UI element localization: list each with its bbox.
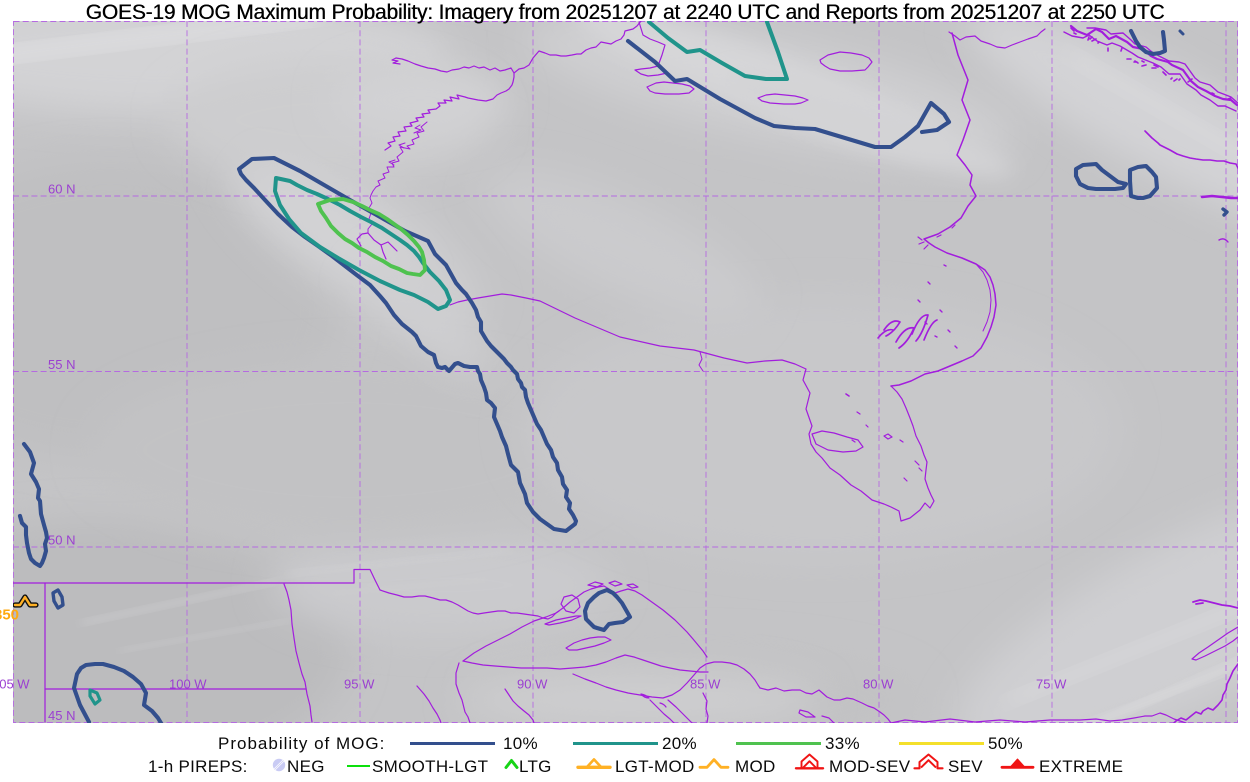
svg-text:75 W: 75 W — [1036, 677, 1067, 692]
svg-text:95 W: 95 W — [344, 677, 375, 692]
svg-text:90 W: 90 W — [517, 677, 548, 692]
svg-text:60 N: 60 N — [48, 182, 75, 197]
svg-text:80 W: 80 W — [863, 677, 894, 692]
svg-text:50 N: 50 N — [48, 533, 75, 548]
svg-text:55 N: 55 N — [48, 357, 75, 372]
svg-text:350: 350 — [0, 607, 19, 624]
svg-text:45 N: 45 N — [48, 708, 75, 723]
svg-text:100 W: 100 W — [169, 677, 207, 692]
svg-text:105 W: 105 W — [0, 677, 30, 692]
svg-text:85 W: 85 W — [690, 677, 721, 692]
